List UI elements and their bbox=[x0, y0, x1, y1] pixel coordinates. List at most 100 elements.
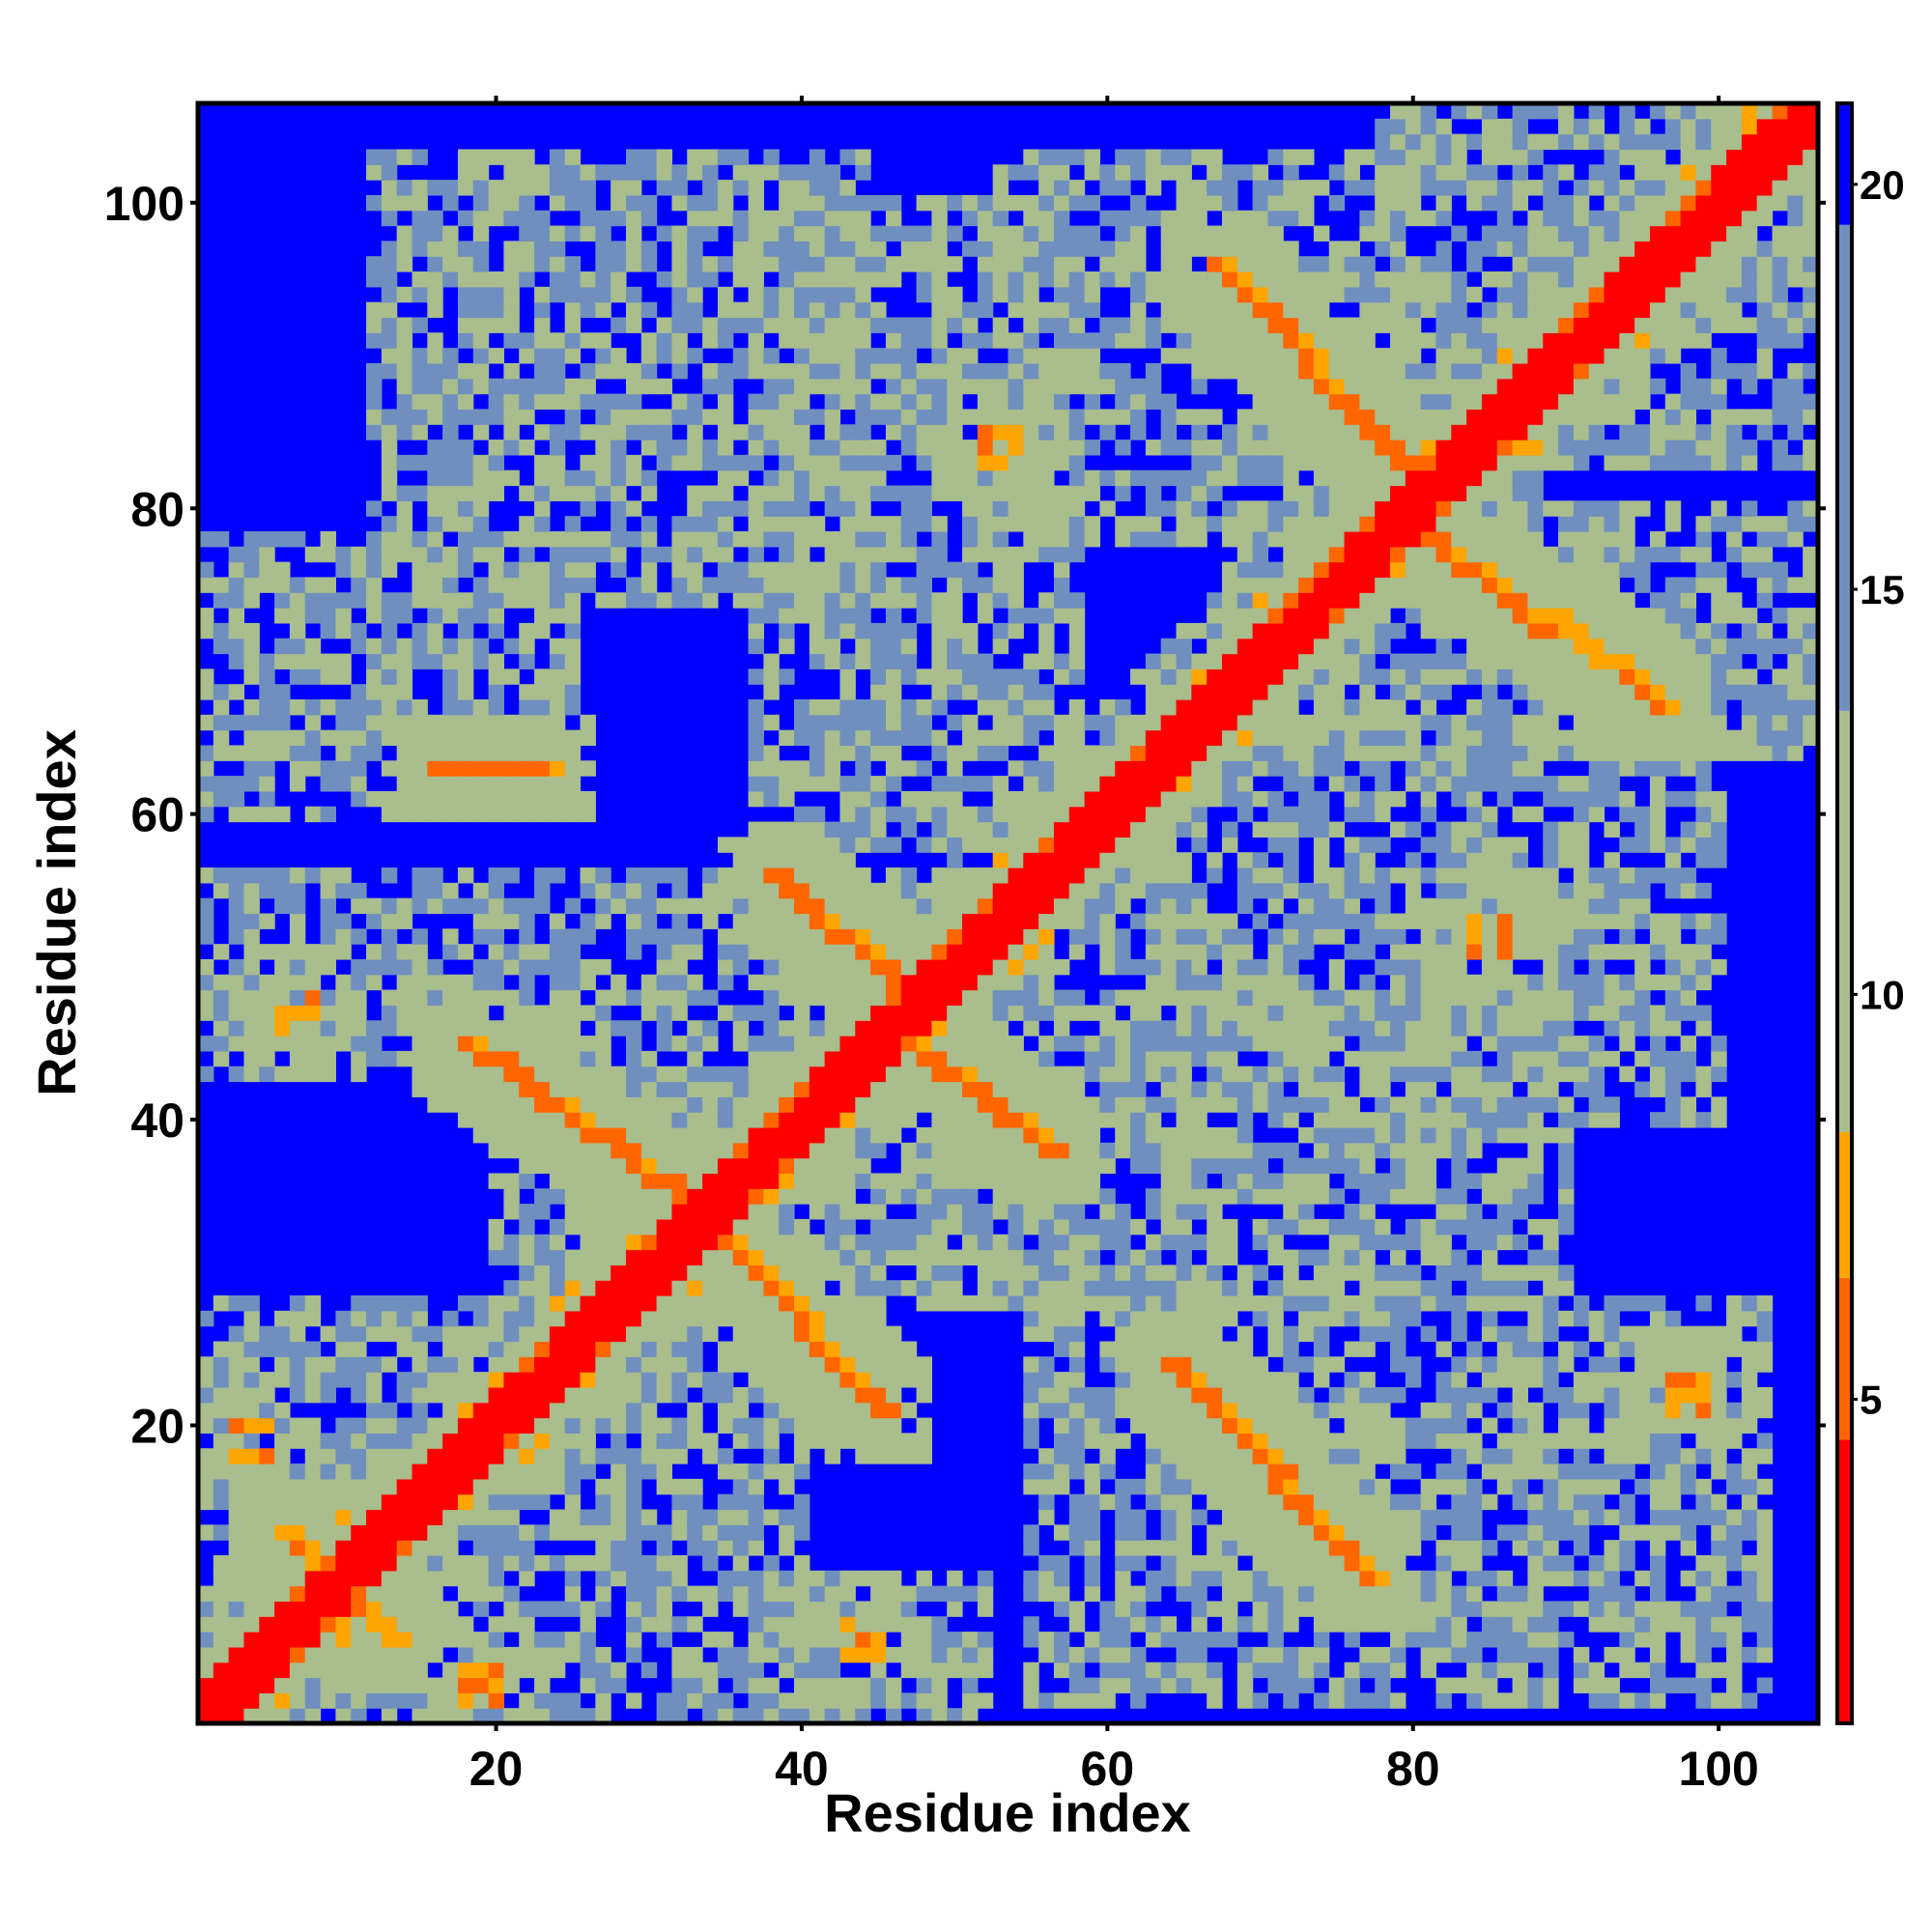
heatmap-cell bbox=[1130, 1325, 1147, 1343]
heatmap-cell bbox=[381, 164, 398, 181]
heatmap-cell bbox=[366, 1646, 383, 1663]
heatmap-cell bbox=[1068, 653, 1086, 669]
heatmap-cell bbox=[1191, 958, 1208, 976]
heatmap-cell bbox=[564, 561, 582, 579]
heatmap-cell bbox=[472, 1005, 490, 1021]
heatmap-cell bbox=[900, 1280, 918, 1296]
heatmap-cell bbox=[870, 1204, 887, 1220]
heatmap-cell bbox=[1115, 790, 1131, 808]
heatmap-cell bbox=[351, 1570, 367, 1587]
heatmap-cell bbox=[1145, 1616, 1162, 1633]
heatmap-cell bbox=[304, 1646, 322, 1663]
heatmap-cell bbox=[656, 1632, 673, 1648]
heatmap-cell bbox=[549, 1662, 566, 1679]
heatmap-cell bbox=[1207, 989, 1223, 1007]
heatmap-cell bbox=[687, 409, 703, 425]
heatmap-cell bbox=[794, 1218, 810, 1236]
heatmap-cell bbox=[1084, 485, 1101, 501]
heatmap-cell bbox=[1068, 1448, 1086, 1464]
heatmap-cell bbox=[885, 194, 902, 212]
heatmap-cell bbox=[763, 1295, 780, 1312]
heatmap-cell bbox=[962, 469, 979, 487]
heatmap-cell bbox=[717, 180, 734, 196]
heatmap-cell bbox=[900, 1234, 918, 1251]
heatmap-cell bbox=[687, 1112, 703, 1128]
heatmap-cell bbox=[640, 301, 658, 319]
heatmap-cell bbox=[870, 913, 887, 929]
heatmap-cell bbox=[427, 1020, 443, 1037]
heatmap-cell bbox=[472, 592, 490, 609]
heatmap-cell bbox=[748, 393, 764, 411]
heatmap-cell bbox=[794, 1264, 810, 1281]
heatmap-cell bbox=[992, 469, 1009, 487]
heatmap-cell bbox=[427, 1677, 443, 1693]
heatmap-cell bbox=[503, 1234, 520, 1251]
heatmap-cell bbox=[503, 241, 520, 257]
heatmap-cell bbox=[900, 1249, 918, 1265]
heatmap-cell bbox=[779, 1050, 795, 1067]
heatmap-cell bbox=[1145, 1585, 1162, 1603]
heatmap-cell bbox=[534, 1249, 551, 1265]
heatmap-cell bbox=[717, 393, 734, 411]
heatmap-cell bbox=[885, 1005, 902, 1021]
heatmap-cell bbox=[611, 1249, 627, 1265]
heatmap-cell bbox=[625, 424, 642, 440]
heatmap-cell bbox=[427, 1372, 443, 1388]
heatmap-cell bbox=[457, 592, 474, 609]
heatmap-cell bbox=[259, 699, 275, 716]
heatmap-cell bbox=[259, 776, 275, 792]
heatmap-cell bbox=[885, 1570, 902, 1587]
heatmap-cell bbox=[962, 241, 979, 257]
heatmap-cell bbox=[885, 1372, 902, 1388]
heatmap-cell bbox=[1053, 561, 1070, 579]
heatmap-cell bbox=[870, 241, 887, 257]
heatmap-cell bbox=[1068, 225, 1086, 242]
heatmap-cell bbox=[335, 1417, 352, 1434]
heatmap-cell bbox=[519, 638, 535, 655]
heatmap-cell bbox=[732, 454, 750, 471]
heatmap-cell bbox=[625, 1386, 642, 1404]
heatmap-cell bbox=[855, 745, 871, 761]
heatmap-cell bbox=[839, 776, 856, 792]
heatmap-cell bbox=[611, 882, 627, 899]
heatmap-cell bbox=[947, 286, 963, 303]
heatmap-cell bbox=[1176, 210, 1192, 227]
heatmap-cell bbox=[931, 393, 948, 411]
heatmap-cell bbox=[1191, 1264, 1208, 1281]
heatmap-cell bbox=[977, 989, 994, 1007]
heatmap-cell bbox=[824, 1708, 841, 1724]
heatmap-cell bbox=[396, 958, 413, 976]
heatmap-cell bbox=[839, 806, 856, 823]
heatmap-cell bbox=[580, 928, 596, 945]
heatmap-cell bbox=[992, 897, 1009, 915]
heatmap-cell bbox=[534, 210, 551, 227]
heatmap-cell bbox=[366, 1677, 383, 1693]
heatmap-cell bbox=[1068, 867, 1086, 884]
heatmap-cell bbox=[1191, 1478, 1208, 1495]
heatmap-cell bbox=[794, 1524, 810, 1541]
heatmap-cell bbox=[534, 1081, 551, 1097]
heatmap-cell bbox=[1160, 1463, 1178, 1480]
heatmap-cell bbox=[366, 944, 383, 960]
heatmap-cell bbox=[1176, 1570, 1192, 1587]
heatmap-cell bbox=[503, 440, 520, 456]
heatmap-cell bbox=[1053, 852, 1070, 868]
heatmap-cell bbox=[1236, 699, 1254, 716]
heatmap-cell bbox=[916, 837, 932, 853]
heatmap-cell bbox=[1023, 989, 1039, 1007]
heatmap-cell bbox=[1191, 1325, 1208, 1343]
heatmap-cell bbox=[732, 1708, 750, 1724]
heatmap-cell bbox=[1160, 729, 1178, 747]
heatmap-cell bbox=[213, 1493, 230, 1511]
heatmap-cell bbox=[779, 1632, 795, 1648]
heatmap-cell bbox=[1145, 1249, 1162, 1265]
heatmap-cell bbox=[442, 1601, 459, 1617]
heatmap-cell bbox=[320, 776, 336, 792]
heatmap-cell bbox=[1038, 1218, 1055, 1236]
heatmap-cell bbox=[656, 1524, 673, 1541]
heatmap-cell bbox=[794, 1005, 810, 1021]
heatmap-cell bbox=[228, 1372, 245, 1388]
heatmap-cell bbox=[320, 958, 336, 976]
heatmap-cell bbox=[1191, 1005, 1208, 1021]
heatmap-cell bbox=[427, 745, 443, 761]
